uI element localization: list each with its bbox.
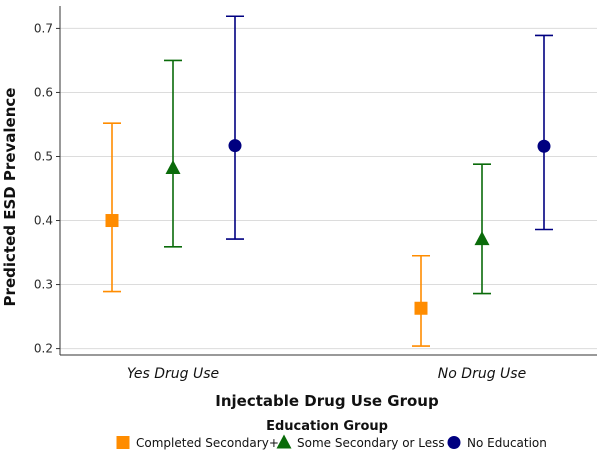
x-category-label: Yes Drug Use xyxy=(127,366,219,382)
point-circle-marker xyxy=(228,139,242,153)
legend-label: No Education xyxy=(467,436,547,450)
data-point xyxy=(473,163,491,295)
y-axis-ticks: 0.2 0.3 0.4 0.5 0.6 0.7 xyxy=(34,21,60,356)
gridlines xyxy=(60,27,597,350)
point-square-marker xyxy=(105,214,119,228)
legend-title: Education Group xyxy=(266,419,388,434)
point-square-marker xyxy=(414,301,428,315)
x-axis-title: Injectable Drug Use Group xyxy=(215,392,439,410)
series-2 xyxy=(164,59,491,295)
series-3 xyxy=(226,15,553,240)
data-point xyxy=(535,34,553,231)
legend: Completed Secondary+ Some Secondary or Le… xyxy=(116,434,547,450)
x-category-label: No Drug Use xyxy=(438,366,526,382)
point-circle-marker xyxy=(537,139,551,153)
point-triangle-marker xyxy=(165,160,181,175)
point-triangle-marker xyxy=(474,231,490,246)
legend-circle-marker xyxy=(447,436,461,449)
data-point xyxy=(164,59,182,248)
legend-label: Some Secondary or Less xyxy=(297,436,445,450)
y-tick-label: 0.3 xyxy=(34,278,53,292)
legend-item: Completed Secondary+ xyxy=(116,436,279,450)
data-series xyxy=(103,15,553,347)
y-tick-label: 0.6 xyxy=(34,85,53,99)
y-axis-title: Predicted ESD Prevalence xyxy=(1,88,19,307)
data-point xyxy=(226,15,244,240)
y-tick-label: 0.4 xyxy=(34,214,53,228)
legend-triangle-marker xyxy=(276,434,292,449)
series-1 xyxy=(103,122,430,347)
y-tick-label: 0.7 xyxy=(34,21,53,35)
legend-item: Some Secondary or Less xyxy=(276,434,445,450)
y-tick-label: 0.5 xyxy=(34,149,53,163)
legend-square-marker xyxy=(116,436,130,449)
data-point xyxy=(103,122,121,293)
legend-label: Completed Secondary+ xyxy=(136,436,279,450)
legend-item: No Education xyxy=(447,436,547,450)
data-point xyxy=(412,254,430,347)
x-axis-categories: Yes Drug Use No Drug Use xyxy=(127,366,526,382)
y-tick-label: 0.2 xyxy=(34,342,53,356)
